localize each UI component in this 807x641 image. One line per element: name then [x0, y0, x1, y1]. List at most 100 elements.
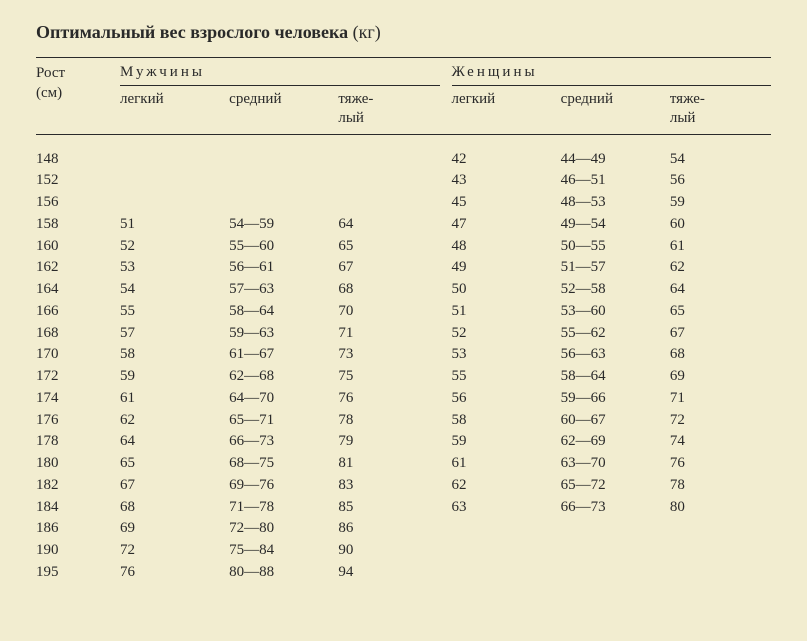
- cell: 51: [452, 301, 553, 323]
- men-group: Мужчины легкий средний тяже- лый: [120, 58, 440, 134]
- cell: 69: [670, 366, 771, 388]
- cell: 61: [670, 236, 771, 258]
- men-cells: 5962—6875: [120, 366, 440, 388]
- cell: 64: [670, 279, 771, 301]
- cell: 66—73: [561, 497, 662, 519]
- cell: 49: [452, 257, 553, 279]
- height-cell: 195: [36, 562, 108, 584]
- cell: 59: [670, 192, 771, 214]
- height-cell: 168: [36, 323, 108, 345]
- height-cell: 148: [36, 149, 108, 171]
- men-cells: 7680—8894: [120, 562, 440, 584]
- cell: 56—63: [561, 344, 662, 366]
- table-row: 1564548—5359: [36, 192, 771, 214]
- cell: 52: [452, 323, 553, 345]
- cell: 48: [452, 236, 553, 258]
- men-label: Мужчины: [120, 58, 440, 85]
- cell: 65—71: [229, 410, 330, 432]
- cell: 79: [338, 431, 439, 453]
- women-cells: 4244—4954: [452, 149, 772, 171]
- table-row: 1746164—70765659—6671: [36, 388, 771, 410]
- table-row: 148 4244—4954: [36, 149, 771, 171]
- men-cells: 6972—8086: [120, 518, 440, 540]
- cell: 62—69: [561, 431, 662, 453]
- cell: 55: [452, 366, 553, 388]
- height-cell: 162: [36, 257, 108, 279]
- cell: 67: [338, 257, 439, 279]
- men-cells: [120, 170, 440, 192]
- cell: 65: [670, 301, 771, 323]
- cell: 65: [120, 453, 221, 475]
- cell: 74: [670, 431, 771, 453]
- men-cells: 7275—8490: [120, 540, 440, 562]
- cell: 65: [338, 236, 439, 258]
- cell: 53—60: [561, 301, 662, 323]
- cell: [120, 170, 221, 192]
- height-cell: 176: [36, 410, 108, 432]
- cell: 72: [120, 540, 221, 562]
- men-cells: 53 56—61 67: [120, 257, 440, 279]
- men-cells: 5759—6371: [120, 323, 440, 345]
- men-cells: [120, 149, 440, 171]
- cell: 64: [120, 431, 221, 453]
- cell: [452, 562, 553, 584]
- cell: 65—72: [561, 475, 662, 497]
- women-cells: 50 52—58 64: [452, 279, 772, 301]
- table-row: 1625356—61674951—5762: [36, 257, 771, 279]
- men-cells: 51 54—59 64: [120, 214, 440, 236]
- cell: 53: [120, 257, 221, 279]
- cell: 48—53: [561, 192, 662, 214]
- cell: 55—62: [561, 323, 662, 345]
- cell: 63: [452, 497, 553, 519]
- height-cell: 158: [36, 214, 108, 236]
- cell: 57: [120, 323, 221, 345]
- women-cells: 45 48—53 59: [452, 192, 772, 214]
- men-cells: 6769—7683: [120, 475, 440, 497]
- table-row: 1786466—73795962—6974: [36, 431, 771, 453]
- cell: 54: [120, 279, 221, 301]
- men-cells: 5558—6470: [120, 301, 440, 323]
- cell: 64: [338, 214, 439, 236]
- cell: 56: [670, 170, 771, 192]
- cell: 47: [452, 214, 553, 236]
- cell: 72: [670, 410, 771, 432]
- cell: 59—66: [561, 388, 662, 410]
- cell: 55—60: [229, 236, 330, 258]
- cell: 76: [120, 562, 221, 584]
- cell: [120, 149, 221, 171]
- cell: [229, 149, 330, 171]
- height-cell: 164: [36, 279, 108, 301]
- cell: 64—70: [229, 388, 330, 410]
- height-cell: 184: [36, 497, 108, 519]
- cell: 51: [120, 214, 221, 236]
- cell: 62: [452, 475, 553, 497]
- header-row: Рост (см) Мужчины легкий средний тяже- л…: [36, 58, 771, 134]
- cell: 76: [670, 453, 771, 475]
- cell: 71: [338, 323, 439, 345]
- women-cells: 6163—7076: [452, 453, 772, 475]
- cell: 55: [120, 301, 221, 323]
- table-row: 1665558—64705153—6065: [36, 301, 771, 323]
- cell: 67: [120, 475, 221, 497]
- cell: 56—61: [229, 257, 330, 279]
- cell: 51—57: [561, 257, 662, 279]
- height-cell: 180: [36, 453, 108, 475]
- women-cells: 5860—6772: [452, 410, 772, 432]
- cell: 58: [120, 344, 221, 366]
- cell: 54—59: [229, 214, 330, 236]
- cell: 50: [452, 279, 553, 301]
- women-cells: 4951—5762: [452, 257, 772, 279]
- table-row: 1766265—71785860—6772: [36, 410, 771, 432]
- cell: [338, 170, 439, 192]
- women-cells: 5255—6267: [452, 323, 772, 345]
- cell: 45: [452, 192, 553, 214]
- table-row: 1846871—78856366—7380: [36, 497, 771, 519]
- men-cells: 6164—7076: [120, 388, 440, 410]
- cell: 52—58: [561, 279, 662, 301]
- cell: 68: [670, 344, 771, 366]
- cell: 60: [670, 214, 771, 236]
- cell: 90: [338, 540, 439, 562]
- table-row: 1866972—8086: [36, 518, 771, 540]
- table-row: 1705861—67735356—6368: [36, 344, 771, 366]
- cell: [561, 562, 662, 584]
